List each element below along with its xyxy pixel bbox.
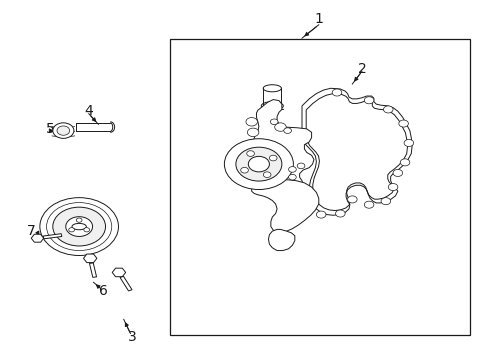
Circle shape bbox=[387, 184, 397, 190]
Circle shape bbox=[398, 120, 407, 127]
Text: 1: 1 bbox=[314, 13, 323, 27]
Polygon shape bbox=[251, 179, 318, 232]
Circle shape bbox=[316, 211, 325, 218]
Circle shape bbox=[383, 106, 392, 113]
Circle shape bbox=[270, 119, 278, 125]
Circle shape bbox=[46, 203, 112, 251]
Polygon shape bbox=[253, 100, 313, 193]
Circle shape bbox=[380, 198, 390, 205]
Circle shape bbox=[246, 151, 254, 156]
Circle shape bbox=[245, 118, 257, 126]
Text: 2: 2 bbox=[357, 62, 366, 76]
Circle shape bbox=[247, 128, 258, 136]
Polygon shape bbox=[268, 229, 294, 251]
Circle shape bbox=[403, 139, 413, 147]
Circle shape bbox=[269, 155, 277, 161]
Polygon shape bbox=[89, 263, 96, 277]
Circle shape bbox=[263, 172, 270, 177]
Circle shape bbox=[288, 167, 296, 172]
Circle shape bbox=[274, 123, 285, 131]
Circle shape bbox=[288, 174, 296, 180]
Circle shape bbox=[283, 128, 291, 134]
Circle shape bbox=[69, 228, 74, 232]
Circle shape bbox=[240, 167, 248, 173]
Circle shape bbox=[392, 170, 402, 176]
Ellipse shape bbox=[72, 224, 86, 230]
Circle shape bbox=[40, 198, 118, 256]
Circle shape bbox=[248, 156, 269, 172]
Polygon shape bbox=[43, 234, 62, 239]
Text: 5: 5 bbox=[46, 122, 55, 136]
Circle shape bbox=[224, 139, 293, 189]
Circle shape bbox=[297, 163, 304, 169]
Circle shape bbox=[53, 207, 105, 246]
Circle shape bbox=[347, 196, 356, 203]
Text: 4: 4 bbox=[84, 104, 93, 118]
Polygon shape bbox=[120, 276, 132, 291]
Text: 3: 3 bbox=[127, 330, 136, 344]
Text: 6: 6 bbox=[99, 284, 107, 298]
Circle shape bbox=[364, 201, 373, 208]
Circle shape bbox=[331, 89, 341, 96]
Bar bbox=[170, 39, 469, 335]
Circle shape bbox=[399, 159, 409, 166]
Circle shape bbox=[83, 228, 89, 232]
Circle shape bbox=[304, 189, 313, 196]
Circle shape bbox=[65, 217, 92, 237]
Circle shape bbox=[76, 218, 82, 222]
Circle shape bbox=[364, 97, 373, 104]
Circle shape bbox=[335, 210, 345, 217]
Text: 7: 7 bbox=[27, 224, 36, 238]
Circle shape bbox=[57, 126, 69, 135]
Circle shape bbox=[235, 147, 281, 181]
Circle shape bbox=[53, 123, 74, 138]
